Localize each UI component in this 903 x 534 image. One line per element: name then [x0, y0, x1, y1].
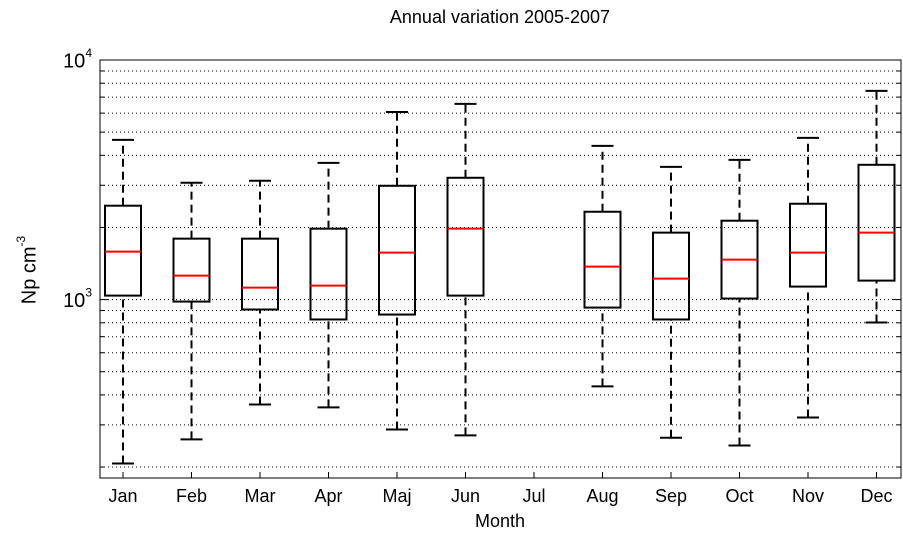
box	[446, 176, 485, 297]
box	[309, 227, 348, 321]
x-tick-label: Apr	[314, 486, 342, 506]
x-tick-label: Dec	[860, 486, 892, 506]
plot-frame	[99, 59, 902, 479]
box	[378, 184, 416, 316]
x-axis-label: Month	[475, 511, 525, 531]
x-tick-label: Oct	[725, 486, 753, 506]
x-tick-label: Feb	[176, 486, 207, 506]
x-tick-label: Jan	[108, 486, 137, 506]
y-tick-label: 103	[63, 286, 92, 312]
box	[857, 163, 896, 282]
x-tick-label: Nov	[792, 486, 824, 506]
x-tick-label: Jul	[522, 486, 545, 506]
x-tick-label: Jun	[451, 486, 480, 506]
x-tick-label: Aug	[586, 486, 618, 506]
box	[172, 237, 211, 303]
box	[789, 202, 827, 288]
x-tick-label: Maj	[382, 486, 411, 506]
y-tick-label: 104	[63, 46, 92, 72]
box	[241, 237, 279, 311]
x-tick-label: Sep	[655, 486, 687, 506]
x-tick-label: Mar	[245, 486, 276, 506]
box	[652, 231, 690, 321]
y-axis-label: Np cm-3	[14, 235, 40, 304]
box	[583, 210, 622, 309]
chart-title: Annual variation 2005-2007	[390, 7, 610, 27]
box	[104, 204, 142, 297]
